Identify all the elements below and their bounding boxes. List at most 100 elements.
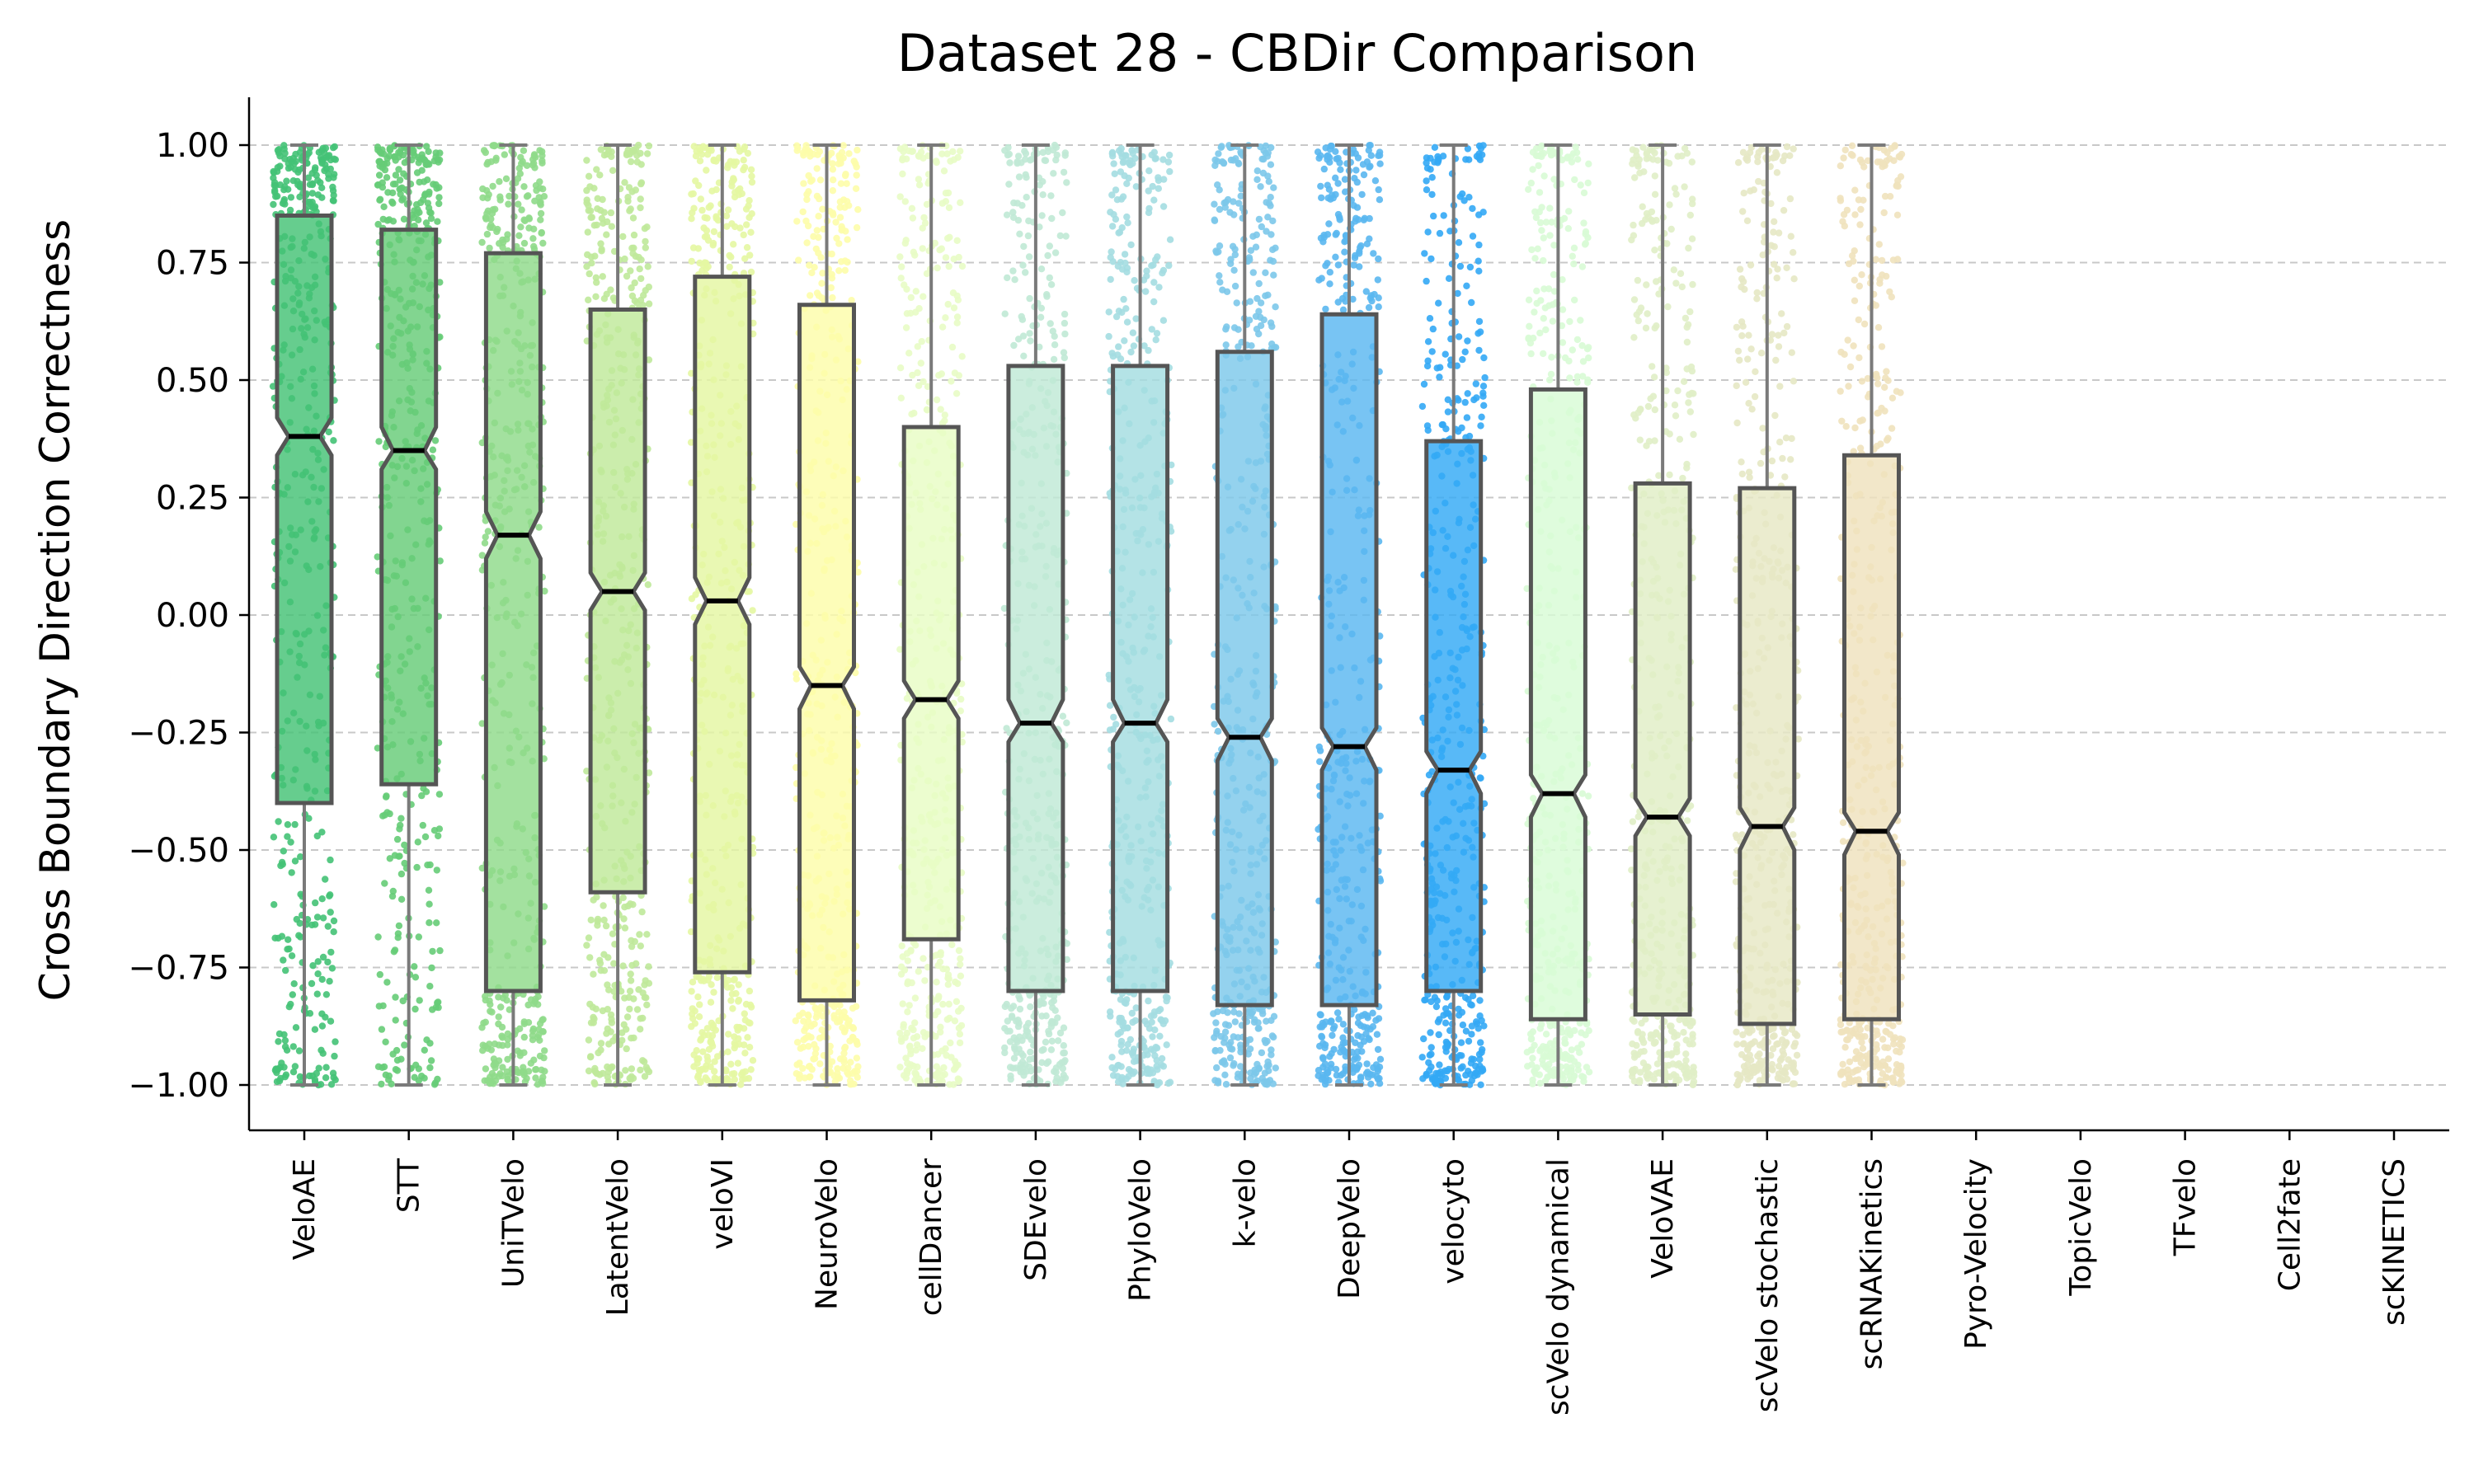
jitter-point: [637, 195, 644, 203]
jitter-point: [816, 1035, 824, 1042]
jitter-point: [689, 1005, 696, 1012]
jitter-point: [284, 833, 291, 840]
jitter-point: [297, 853, 304, 861]
jitter-point: [520, 1068, 528, 1077]
jitter-point: [608, 1016, 615, 1023]
jitter-point: [1249, 269, 1258, 276]
jitter-point: [627, 267, 634, 275]
jitter-point: [1107, 209, 1114, 216]
jitter-point: [1214, 1079, 1222, 1087]
jitter-point: [401, 841, 408, 849]
jitter-point: [1333, 229, 1340, 237]
jitter-point: [381, 880, 388, 887]
jitter-point: [934, 961, 942, 970]
jitter-point: [745, 1019, 753, 1026]
jitter-point: [1019, 332, 1028, 340]
jitter-point: [502, 175, 510, 182]
jitter-point: [818, 294, 825, 302]
jitter-point: [1025, 253, 1033, 261]
jitter-point: [948, 343, 957, 351]
jitter-point: [1336, 216, 1343, 223]
jitter-point: [816, 195, 823, 203]
jitter-point: [313, 913, 322, 921]
jitter-point: [304, 174, 313, 181]
jitter-point: [795, 256, 802, 264]
jitter-point: [605, 1040, 613, 1048]
jitter-point: [830, 1012, 838, 1019]
jitter-point: [793, 1070, 800, 1078]
jitter-point: [1221, 1028, 1230, 1036]
jitter-point: [737, 1081, 745, 1088]
jitter-point: [698, 1035, 705, 1043]
jitter-point: [1021, 148, 1028, 155]
jitter-point: [1150, 298, 1158, 306]
grid-lines: [249, 144, 2449, 1086]
jitter-point: [741, 1075, 749, 1082]
jitter-point: [326, 892, 333, 900]
jitter-point: [1120, 157, 1127, 165]
jitter-point: [1060, 1024, 1068, 1031]
chart-title: Dataset 28 - CBDir Comparison: [897, 23, 1697, 83]
jitter-point: [1105, 671, 1112, 679]
jitter-point: [1270, 271, 1277, 279]
jitter-point: [1263, 1037, 1271, 1045]
jitter-point: [318, 975, 326, 984]
jitter-point: [1038, 212, 1046, 219]
jitter-point: [416, 997, 423, 1004]
jitter-point: [645, 300, 653, 308]
jitter-point: [1262, 142, 1270, 150]
jitter-point: [945, 262, 952, 270]
jitter-point: [629, 214, 637, 222]
jitter-point: [937, 951, 944, 959]
jitter-point: [901, 143, 909, 151]
jitter-point: [527, 1059, 534, 1067]
jitter-point: [1322, 1018, 1329, 1026]
jitter-point: [287, 194, 295, 201]
jitter-point: [944, 300, 952, 308]
jitter-point: [1047, 1046, 1056, 1054]
jitter-point: [529, 1031, 536, 1040]
jitter-point: [374, 553, 381, 561]
jitter-point: [1159, 156, 1167, 163]
jitter-point: [1132, 1004, 1140, 1012]
jitter-point: [1268, 322, 1276, 331]
jitter-point: [911, 1019, 919, 1026]
jitter-point: [923, 200, 931, 209]
jitter-point: [1152, 1044, 1159, 1051]
jitter-point: [483, 209, 491, 218]
jitter-point: [896, 646, 904, 653]
jitter-point: [583, 942, 590, 949]
jitter-point: [1107, 275, 1114, 284]
jitter-point: [896, 1030, 904, 1037]
jitter-point: [819, 205, 826, 213]
jitter-point: [595, 1049, 602, 1057]
jitter-point: [1212, 1019, 1220, 1026]
jitter-point: [626, 1005, 633, 1013]
jitter-point: [1121, 337, 1128, 345]
jitter-point: [1229, 242, 1237, 250]
jitter-point: [1105, 308, 1112, 316]
jitter-point: [1214, 181, 1221, 189]
jitter-point: [946, 1014, 953, 1022]
jitter-point: [904, 957, 912, 965]
jitter-point: [421, 833, 430, 841]
jitter-point: [1375, 303, 1382, 311]
jitter-point: [1027, 157, 1034, 164]
jitter-point: [374, 220, 382, 228]
jitter-point: [727, 1060, 735, 1068]
jitter-point: [388, 1080, 395, 1088]
jitter-point: [482, 1065, 490, 1073]
jitter-point: [1129, 1018, 1136, 1026]
jitter-point: [637, 942, 644, 950]
jitter-point: [1129, 329, 1137, 336]
jitter-point: [707, 1063, 714, 1071]
jitter-point: [530, 242, 538, 251]
jitter-point: [1253, 231, 1261, 238]
jitter-point: [903, 155, 910, 162]
jitter-point: [936, 247, 943, 254]
jitter-point: [586, 183, 594, 190]
jitter-point: [1357, 1041, 1364, 1050]
jitter-point: [1010, 341, 1018, 350]
jitter-point: [597, 207, 604, 214]
jitter-point: [829, 187, 837, 195]
